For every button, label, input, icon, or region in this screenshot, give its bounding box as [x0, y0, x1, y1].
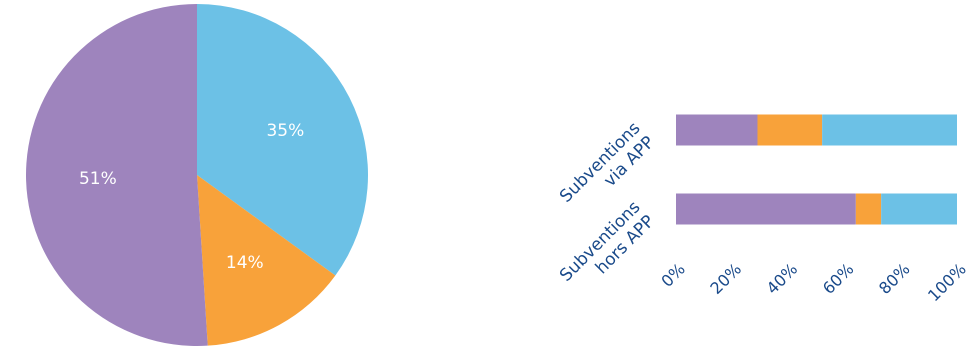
x-tick-label: 0%	[657, 259, 688, 290]
x-tick-label: 100%	[924, 259, 969, 305]
bar-segment	[757, 114, 823, 146]
category-label: Subventionsvia APP	[556, 118, 659, 221]
pie-slice	[197, 175, 336, 346]
x-tick-label: 80%	[875, 259, 914, 298]
pie-chart: 35% 14% 51%	[25, 4, 368, 347]
category-label: Subventionshors APP	[556, 197, 659, 300]
x-tick-label: 20%	[706, 259, 745, 298]
pie-slice-label: 51%	[79, 169, 117, 189]
bar-segment	[676, 114, 758, 146]
x-tick-label: 60%	[819, 259, 858, 298]
pie-slice-label: 35%	[266, 121, 304, 141]
pie-slice	[25, 4, 208, 347]
bar-segment	[881, 193, 957, 225]
x-tick-label: 40%	[763, 259, 802, 298]
bar-segment	[822, 114, 957, 146]
pie-slice	[197, 4, 368, 276]
bar-segment	[676, 193, 856, 225]
bar-segment	[855, 193, 882, 225]
pie-slice-label: 14%	[226, 253, 264, 273]
